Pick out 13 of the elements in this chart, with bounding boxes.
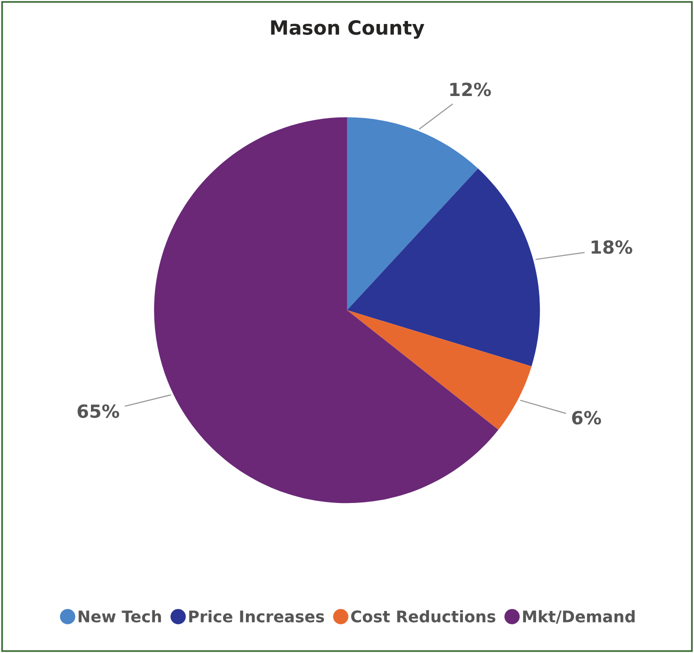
pie-slice [347,117,478,310]
pie-slice [154,117,498,504]
data-label: 6% [572,410,602,425]
legend-label: Mkt/Demand [523,610,635,624]
data-label: 12% [450,82,491,96]
pie-slice [347,310,532,430]
data-label: 18% [592,240,632,254]
chart-title: Mason County [271,20,424,39]
legend-label: Price Increases [189,610,324,622]
legend-label: New Tech [78,610,161,622]
legend-label: Cost Reductions [351,610,496,622]
pie-slice [347,168,540,366]
data-label: 65% [78,404,120,418]
